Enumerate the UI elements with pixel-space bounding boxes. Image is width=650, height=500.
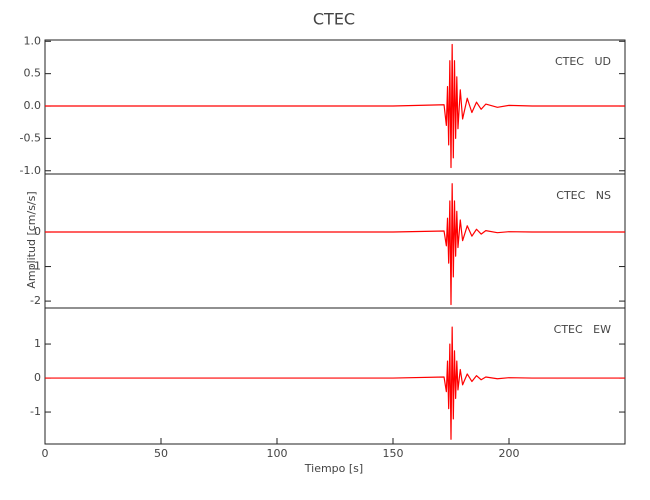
- y-tick-label: 0: [34, 225, 41, 238]
- trace: [45, 326, 625, 440]
- y-tick-label: 1: [34, 337, 41, 350]
- panel-frame: [44, 173, 626, 309]
- y-tick-label: -1: [30, 260, 41, 273]
- y-tick-label: -0.5: [20, 131, 41, 144]
- trace-label: CTEC NS: [556, 189, 611, 202]
- y-tick-label: 0.5: [24, 67, 42, 80]
- x-tick-label: 150: [383, 447, 404, 460]
- y-tick-label: -2: [30, 294, 41, 307]
- y-tick-label: 0: [34, 371, 41, 384]
- chart-title: CTEC: [313, 10, 355, 29]
- trace: [45, 183, 625, 306]
- panel-frame: [44, 307, 626, 445]
- x-tick-label: 200: [499, 447, 520, 460]
- y-tick-label: -1: [30, 405, 41, 418]
- x-tick-label: 100: [267, 447, 288, 460]
- x-axis-label: Tiempo [s]: [304, 462, 363, 475]
- x-tick-label: 0: [42, 447, 49, 460]
- trace-label: CTEC EW: [554, 323, 611, 336]
- trace-label: CTEC UD: [555, 55, 611, 68]
- y-tick-label: -1.0: [20, 164, 41, 177]
- panel-frame: [44, 39, 626, 175]
- y-tick-label: 0.0: [24, 99, 42, 112]
- trace: [45, 43, 625, 169]
- y-axis-label: Amplitud [cm/s/s]: [25, 191, 38, 288]
- x-tick-label: 50: [154, 447, 168, 460]
- y-tick-label: 1.0: [24, 34, 42, 47]
